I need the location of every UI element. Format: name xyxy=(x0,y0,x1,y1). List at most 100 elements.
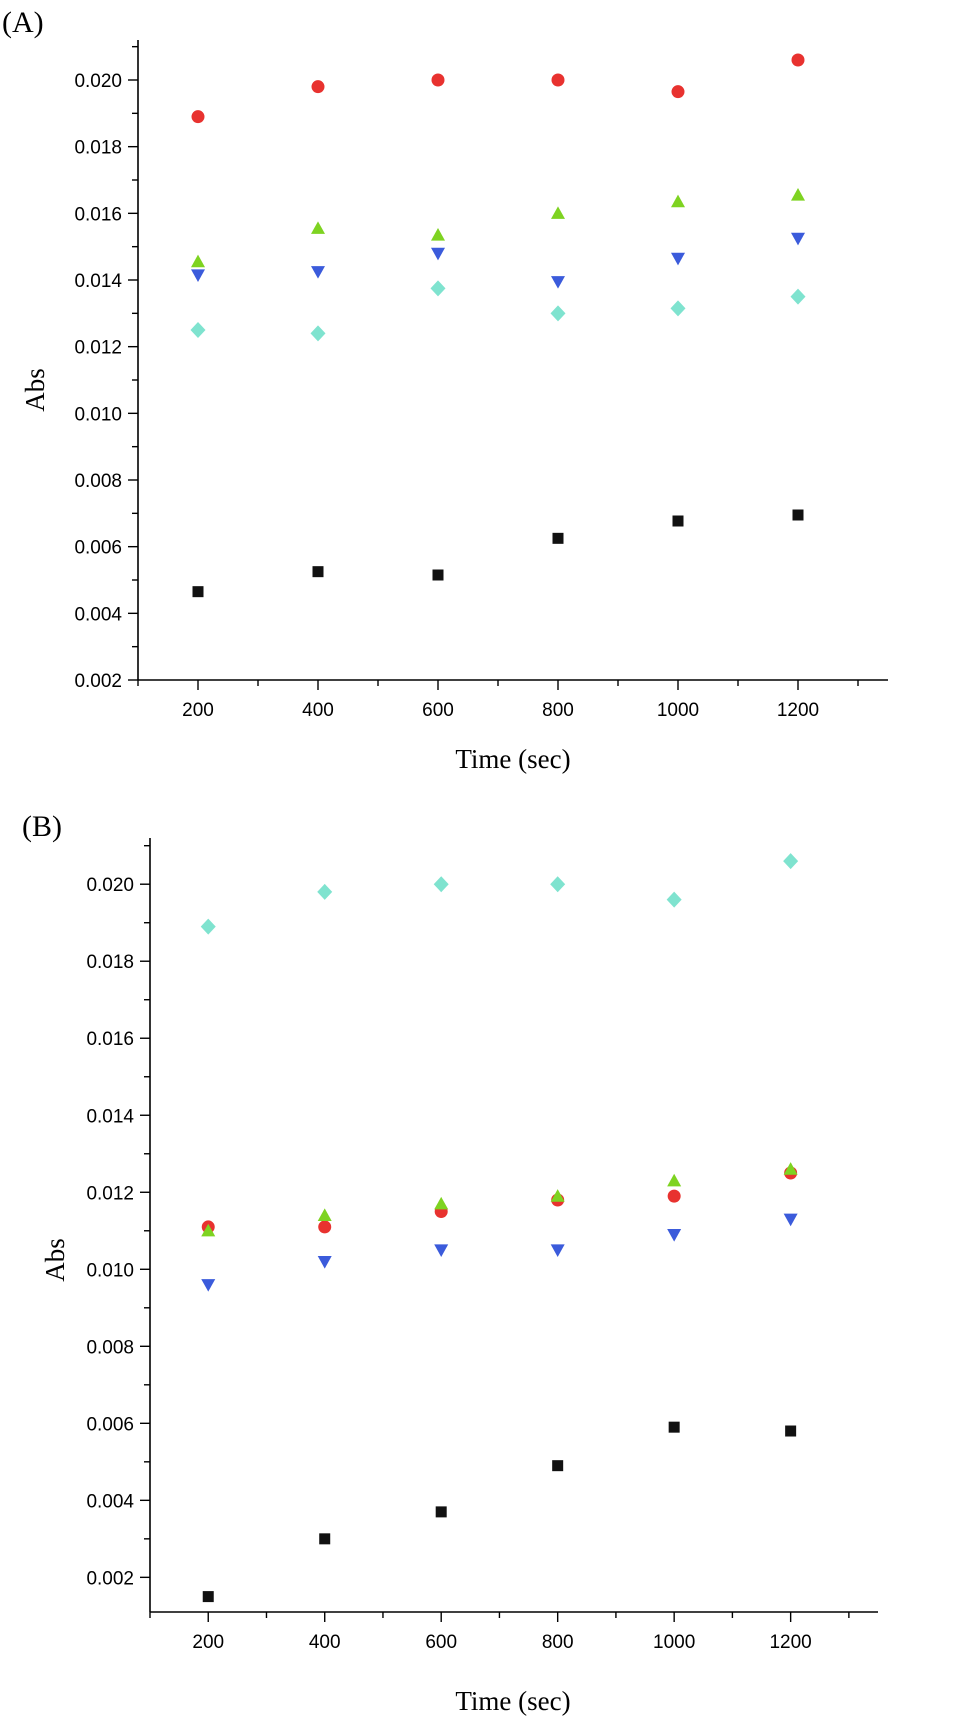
triangle-up-point-a xyxy=(791,188,805,201)
triangle-up-point-a xyxy=(551,206,565,219)
circle-point-a xyxy=(551,73,565,87)
triangle-down-point-b xyxy=(317,1255,332,1269)
diamond-point-a xyxy=(670,300,686,317)
y-tick-label-a: 0.002 xyxy=(74,671,122,692)
y-tick-label-b: 0.008 xyxy=(86,1337,134,1358)
diamond-point-a xyxy=(550,305,566,322)
x-tick-label-a: 1000 xyxy=(657,700,699,721)
x-axis-title-b: Time (sec) xyxy=(455,1686,570,1716)
diamond-point-b xyxy=(783,853,799,870)
diamond-point-b xyxy=(550,876,566,893)
x-tick-label-b: 800 xyxy=(542,1632,574,1653)
triangle-up-point-b xyxy=(550,1189,565,1202)
triangle-up-point-b xyxy=(317,1208,332,1221)
diamond-point-a xyxy=(430,280,446,297)
square-point-a xyxy=(432,569,444,581)
x-tick-label-a: 1200 xyxy=(777,700,819,721)
y-tick-label-b: 0.016 xyxy=(86,1029,134,1050)
y-tick-label-a: 0.004 xyxy=(74,604,122,625)
square-point-a xyxy=(552,532,564,544)
square-point-a xyxy=(192,586,204,598)
x-tick-label-a: 200 xyxy=(182,700,214,721)
square-point-b xyxy=(785,1425,797,1437)
circle-point-a xyxy=(431,73,445,87)
y-tick-label-a: 0.020 xyxy=(74,71,122,92)
square-point-b xyxy=(552,1460,564,1472)
y-tick-label-b: 0.002 xyxy=(86,1568,134,1589)
circle-point-b xyxy=(318,1220,332,1234)
x-tick-label-b: 600 xyxy=(425,1632,457,1653)
y-tick-label-a: 0.006 xyxy=(74,538,122,559)
y-tick-label-b: 0.020 xyxy=(86,875,134,896)
ticks-a: 200 400 600 800 1000 1200 0.002 0.004 0.006 0.008… xyxy=(74,45,859,721)
panel-label-a: (A) xyxy=(2,6,44,39)
triangle-down-point-b xyxy=(550,1244,565,1258)
ticks-b: 200 400 600 800 1000 1200 0.002 0.004 0.006 0.008… xyxy=(86,845,850,1653)
square-point-b xyxy=(202,1591,214,1603)
y-tick-label-a: 0.018 xyxy=(74,138,122,159)
triangle-down-point-a xyxy=(671,252,685,266)
square-point-a xyxy=(672,515,684,527)
y-axis-title-b: Abs xyxy=(40,1238,70,1282)
y-tick-label-a: 0.016 xyxy=(74,204,122,225)
x-tick-label-b: 400 xyxy=(309,1632,341,1653)
triangle-down-point-b xyxy=(434,1244,449,1258)
y-axis-title-a: Abs xyxy=(20,368,50,412)
axes-b xyxy=(149,838,878,1613)
diamond-point-b xyxy=(666,891,682,908)
square-point-a xyxy=(312,566,324,578)
diamond-point-a xyxy=(190,322,206,338)
x-tick-label-a: 800 xyxy=(542,700,574,721)
triangle-down-point-b xyxy=(783,1213,798,1227)
triangle-up-point-a xyxy=(431,228,445,241)
y-tick-label-b: 0.006 xyxy=(86,1414,134,1435)
y-tick-label-b: 0.010 xyxy=(86,1260,134,1281)
square-point-b xyxy=(435,1506,447,1518)
triangle-down-point-a xyxy=(191,269,205,282)
diamond-point-a xyxy=(310,325,326,342)
triangle-down-point-b xyxy=(667,1229,682,1242)
diamond-point-b xyxy=(317,883,333,900)
square-point-a xyxy=(792,509,804,521)
chart-panel-a: (A) Abs Time (sec) 200 400 600 800 1000 1200 0… xyxy=(2,6,888,774)
triangle-up-point-b xyxy=(783,1162,798,1175)
circle-point-a xyxy=(311,80,325,94)
diamond-point-b xyxy=(200,918,216,935)
x-tick-label-a: 400 xyxy=(302,700,334,721)
triangle-down-point-a xyxy=(551,276,565,289)
y-tick-label-b: 0.012 xyxy=(86,1183,134,1204)
data-points-a xyxy=(190,53,806,598)
y-tick-label-a: 0.010 xyxy=(74,404,122,425)
y-tick-label-a: 0.014 xyxy=(74,271,122,292)
circle-point-a xyxy=(791,53,805,67)
triangle-down-point-a xyxy=(791,232,805,246)
diamond-point-a xyxy=(790,288,806,305)
x-tick-label-b: 200 xyxy=(192,1632,224,1653)
triangle-up-point-b xyxy=(434,1196,449,1210)
x-tick-label-b: 1200 xyxy=(769,1632,811,1653)
chart-panel-b: (B) Abs Time (sec) 200 400 600 800 1000 1200 0… xyxy=(22,810,878,1716)
diamond-point-b xyxy=(433,876,449,893)
circle-point-b xyxy=(667,1189,681,1203)
x-tick-label-a: 600 xyxy=(422,700,454,721)
y-tick-label-a: 0.008 xyxy=(74,471,122,492)
triangle-up-point-a xyxy=(311,221,325,234)
triangle-up-point-b xyxy=(667,1173,682,1187)
triangle-up-point-a xyxy=(191,254,205,268)
y-tick-label-b: 0.014 xyxy=(86,1106,134,1127)
square-point-b xyxy=(668,1421,680,1433)
square-point-b xyxy=(319,1533,331,1545)
x-axis-title-a: Time (sec) xyxy=(455,744,570,774)
y-tick-label-a: 0.012 xyxy=(74,338,122,359)
circle-point-a xyxy=(671,85,685,99)
triangle-up-point-b xyxy=(201,1223,216,1237)
triangle-down-point-a xyxy=(431,247,445,261)
axes-a xyxy=(137,40,888,681)
panel-label-b: (B) xyxy=(22,810,62,843)
triangle-down-point-b xyxy=(201,1279,216,1292)
y-tick-label-b: 0.018 xyxy=(86,952,134,973)
triangle-down-point-a xyxy=(311,266,325,279)
triangle-up-point-a xyxy=(671,194,685,208)
x-tick-label-b: 1000 xyxy=(653,1632,695,1653)
